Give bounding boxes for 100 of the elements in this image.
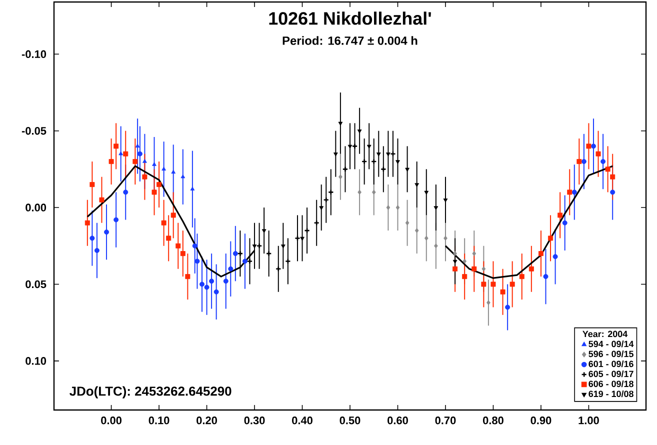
point xyxy=(185,274,190,280)
legend-title: Year: 2004 xyxy=(582,330,628,338)
point xyxy=(152,190,157,195)
point xyxy=(519,274,524,280)
point xyxy=(176,243,181,248)
point xyxy=(605,166,610,172)
point xyxy=(462,274,468,280)
point xyxy=(576,159,582,164)
point xyxy=(543,274,548,280)
point xyxy=(596,151,601,156)
point xyxy=(552,254,558,260)
y-tick-label: -0.10 xyxy=(22,50,46,58)
point xyxy=(99,197,104,202)
point xyxy=(180,251,186,256)
x-tick-label: 0.80 xyxy=(483,416,504,424)
point xyxy=(462,258,467,264)
y-tick-label: 0.10 xyxy=(26,357,46,365)
annotation: JDo(LTC): 2453262.645290 xyxy=(70,386,232,398)
point xyxy=(486,300,490,306)
point xyxy=(319,206,324,210)
point xyxy=(500,289,506,294)
y-tick-label: 0.05 xyxy=(26,280,46,288)
point xyxy=(338,122,343,126)
point xyxy=(586,144,592,149)
point xyxy=(123,190,128,195)
point xyxy=(192,243,198,248)
point xyxy=(194,258,200,264)
point xyxy=(505,304,510,310)
point xyxy=(180,174,186,178)
point xyxy=(156,182,162,188)
point xyxy=(453,251,457,256)
point xyxy=(548,236,554,241)
x-tick-label: 1.00 xyxy=(578,416,599,424)
point xyxy=(472,266,477,272)
x-tick-label: 0.90 xyxy=(530,416,552,424)
point xyxy=(333,152,338,156)
point xyxy=(262,229,266,234)
point xyxy=(600,159,606,164)
point xyxy=(338,174,342,180)
point xyxy=(242,258,248,264)
x-tick-label: 0.40 xyxy=(292,416,312,424)
point xyxy=(386,152,390,156)
point xyxy=(228,266,234,272)
x-tick-label: 0.50 xyxy=(340,416,360,424)
point xyxy=(481,282,486,287)
point xyxy=(90,236,95,241)
x-tick-label: 0.20 xyxy=(196,416,217,424)
x-tick-label: 0.10 xyxy=(148,416,170,424)
legend-label: 601 - 09/16 xyxy=(588,360,634,368)
chart-title: 10261 Nikdollezhal' xyxy=(269,12,431,25)
point xyxy=(190,186,195,190)
point xyxy=(108,159,114,164)
point xyxy=(161,220,166,226)
legend-label: 619 - 10/08 xyxy=(588,390,634,398)
point xyxy=(204,284,210,290)
point xyxy=(132,159,138,164)
point xyxy=(558,212,563,218)
point xyxy=(510,282,515,287)
point xyxy=(610,190,616,195)
point xyxy=(386,205,390,210)
point xyxy=(104,230,110,235)
point xyxy=(405,220,410,226)
point xyxy=(434,206,438,210)
legend-label: 594 - 09/14 xyxy=(588,340,634,348)
point xyxy=(358,190,362,195)
point xyxy=(452,260,458,264)
point xyxy=(610,174,616,180)
y-tick-label: 0.00 xyxy=(26,204,46,212)
point xyxy=(142,174,148,180)
point xyxy=(482,266,486,272)
point xyxy=(300,236,304,241)
point xyxy=(162,166,166,171)
point xyxy=(366,144,372,149)
point xyxy=(142,159,147,163)
point xyxy=(135,144,140,148)
point xyxy=(84,220,90,226)
point xyxy=(538,251,544,256)
legend-label: 596 - 09/15 xyxy=(588,350,634,358)
point xyxy=(223,278,228,284)
point xyxy=(171,170,176,174)
point xyxy=(166,236,172,241)
point xyxy=(405,168,410,172)
point xyxy=(581,159,586,164)
point xyxy=(424,236,428,241)
x-tick-label: 0.70 xyxy=(435,416,456,424)
x-tick-label: 0.00 xyxy=(101,416,122,424)
point xyxy=(357,130,362,134)
y-tick-label: -0.05 xyxy=(22,126,46,135)
point xyxy=(490,282,496,287)
point xyxy=(280,244,286,248)
point xyxy=(214,289,219,294)
point xyxy=(152,162,156,166)
point xyxy=(114,144,119,149)
legend-label: 606 - 09/18 xyxy=(588,380,634,388)
legend-label: 605 - 09/17 xyxy=(588,370,634,378)
x-tick-label: 0.30 xyxy=(244,416,265,424)
point xyxy=(94,248,100,253)
point xyxy=(372,190,376,195)
point xyxy=(452,266,458,272)
point xyxy=(562,220,568,226)
